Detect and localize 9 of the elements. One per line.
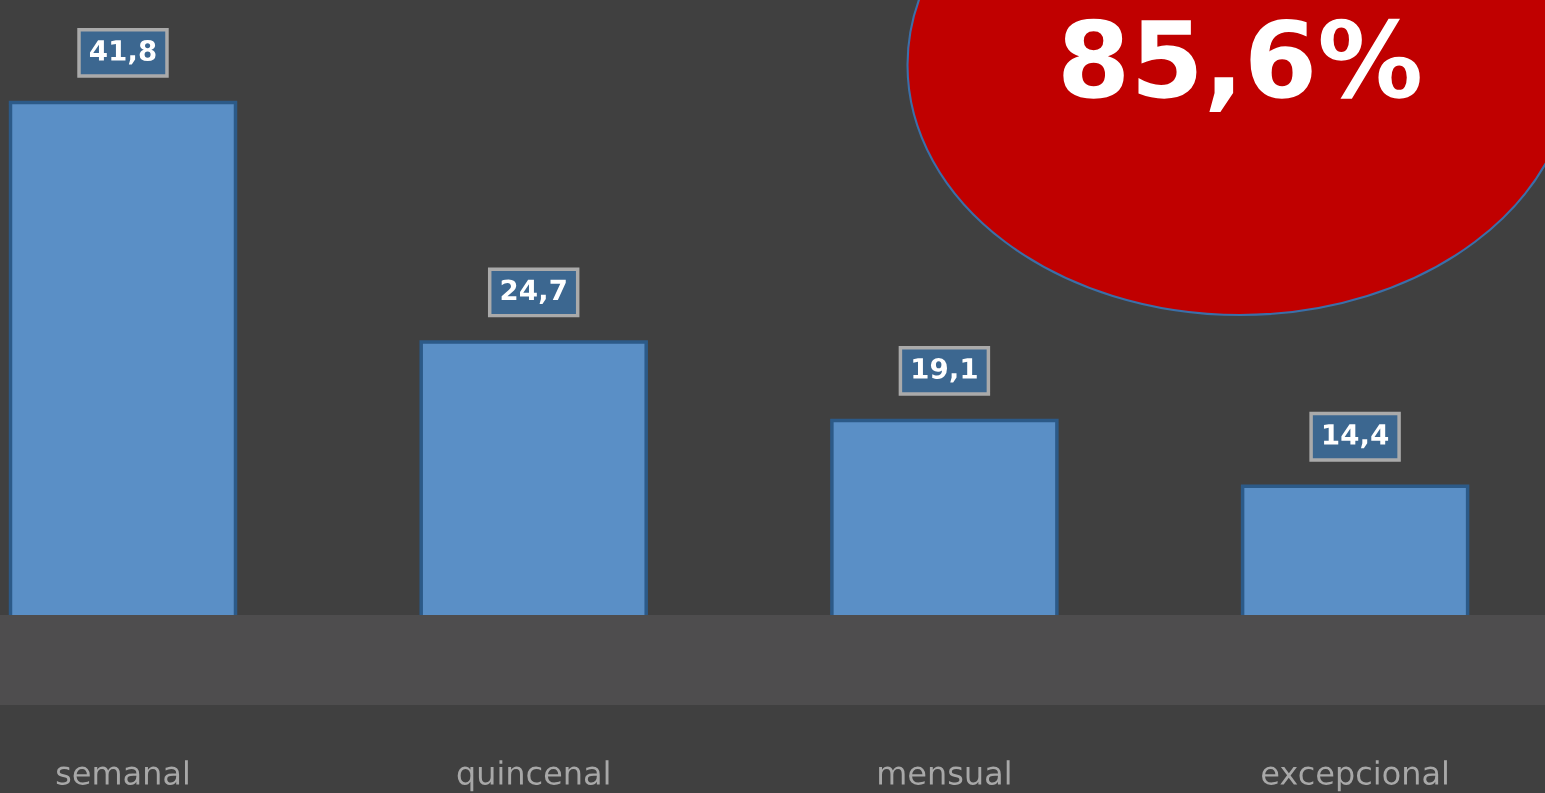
annotation: 85,6% bbox=[1063, 18, 1420, 113]
data-label: 14,4 bbox=[1323, 424, 1389, 449]
data-label: 24,7 bbox=[501, 279, 566, 305]
x-tick-label: excepcional bbox=[1262, 760, 1447, 792]
x-tick-label: quincenal bbox=[457, 760, 609, 792]
x-tick-label: mensual bbox=[879, 760, 1010, 785]
data-label: 19,1 bbox=[913, 357, 977, 383]
data-label: 41,8 bbox=[89, 39, 156, 65]
x-tick-label: semanal bbox=[56, 760, 188, 785]
